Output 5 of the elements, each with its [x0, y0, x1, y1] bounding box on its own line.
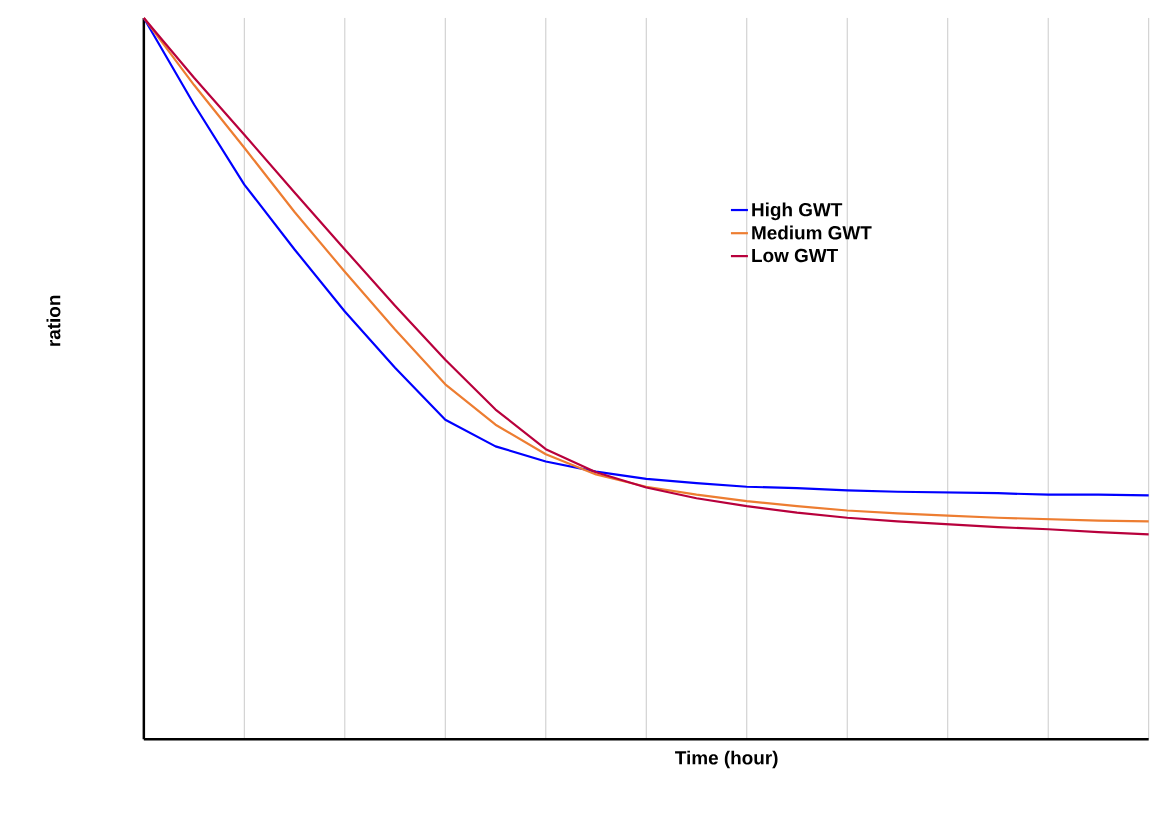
legend-label: Medium GWT	[752, 225, 872, 240]
legend-label: High GWT	[752, 202, 843, 221]
legend-label: Low GWT	[752, 248, 838, 263]
x-axis-title: Time (hour)	[675, 750, 778, 769]
y-axis-title: ration	[46, 295, 61, 346]
